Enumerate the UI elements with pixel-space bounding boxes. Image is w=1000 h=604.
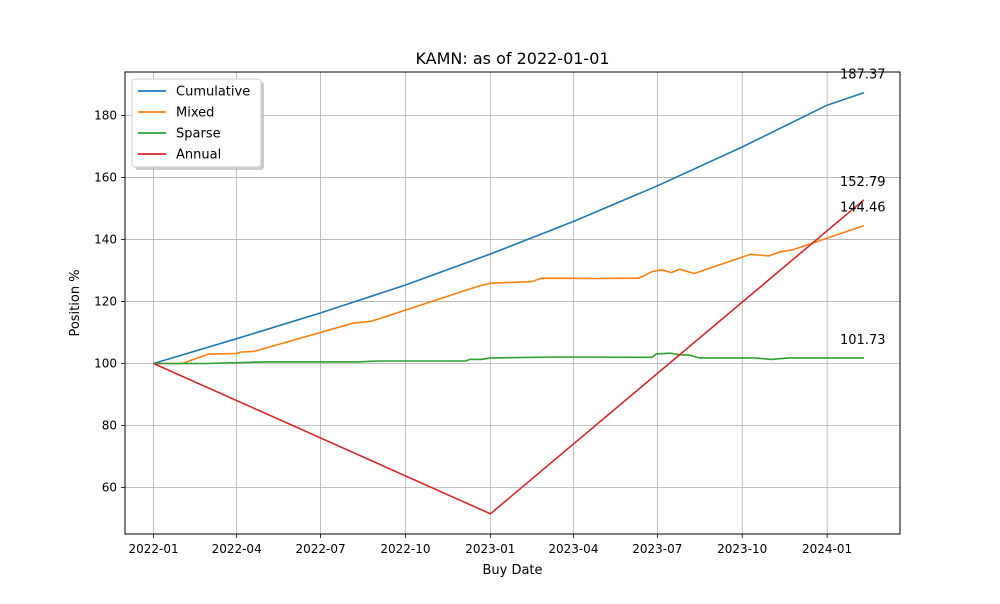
series-line-sparse (153, 352, 864, 365)
end-value-label-annual: 152.79 (840, 175, 886, 190)
x-tick-label: 2022-01 (129, 542, 179, 556)
x-tick-label: 2023-07 (632, 542, 682, 556)
x-tick-label: 2023-04 (548, 542, 598, 556)
y-tick-label: 120 (94, 294, 117, 308)
y-tick-label: 140 (94, 232, 117, 246)
series-line-annual (153, 199, 865, 515)
y-tick-label: 100 (94, 356, 117, 370)
y-tick-label: 60 (102, 480, 117, 494)
legend-label: Mixed (176, 106, 214, 121)
legend-label: Annual (176, 148, 221, 163)
series-line-mixed (153, 224, 865, 365)
series-layer (153, 91, 865, 515)
grid (125, 72, 900, 534)
y-tick-label: 160 (94, 170, 117, 184)
end-value-label-mixed: 144.46 (840, 201, 886, 216)
legend-box (131, 78, 262, 168)
axis-ticks: 2022-01 2022-04 2022-07 2022-10 2023-01 2023-… (94, 108, 852, 556)
x-tick-label: 2023-01 (465, 542, 515, 556)
x-tick-label: 2024-01 (802, 542, 852, 556)
x-tick-label: 2022-10 (380, 542, 430, 556)
chart-title: KAMN: as of 2022-01-01 (415, 49, 609, 68)
end-labels: 187.37 144.46 101.73 152.79 (840, 68, 886, 349)
x-axis-label: Buy Date (482, 563, 542, 578)
x-tick-label: 2022-07 (296, 542, 346, 556)
series-line-cumulative (153, 91, 865, 365)
end-value-label-cumulative: 187.37 (840, 68, 886, 83)
end-value-label-sparse: 101.73 (840, 333, 886, 348)
y-tick-label: 80 (102, 418, 117, 432)
x-tick-label: 2023-10 (717, 542, 767, 556)
plot-frame (124, 71, 901, 535)
x-tick-label: 2022-04 (212, 542, 262, 556)
legend: Cumulative Mixed Sparse Annual (131, 78, 264, 170)
legend-label: Cumulative (176, 85, 250, 100)
y-axis-label: Position % (68, 269, 83, 336)
legend-label: Sparse (176, 127, 221, 142)
y-tick-label: 180 (94, 108, 117, 122)
